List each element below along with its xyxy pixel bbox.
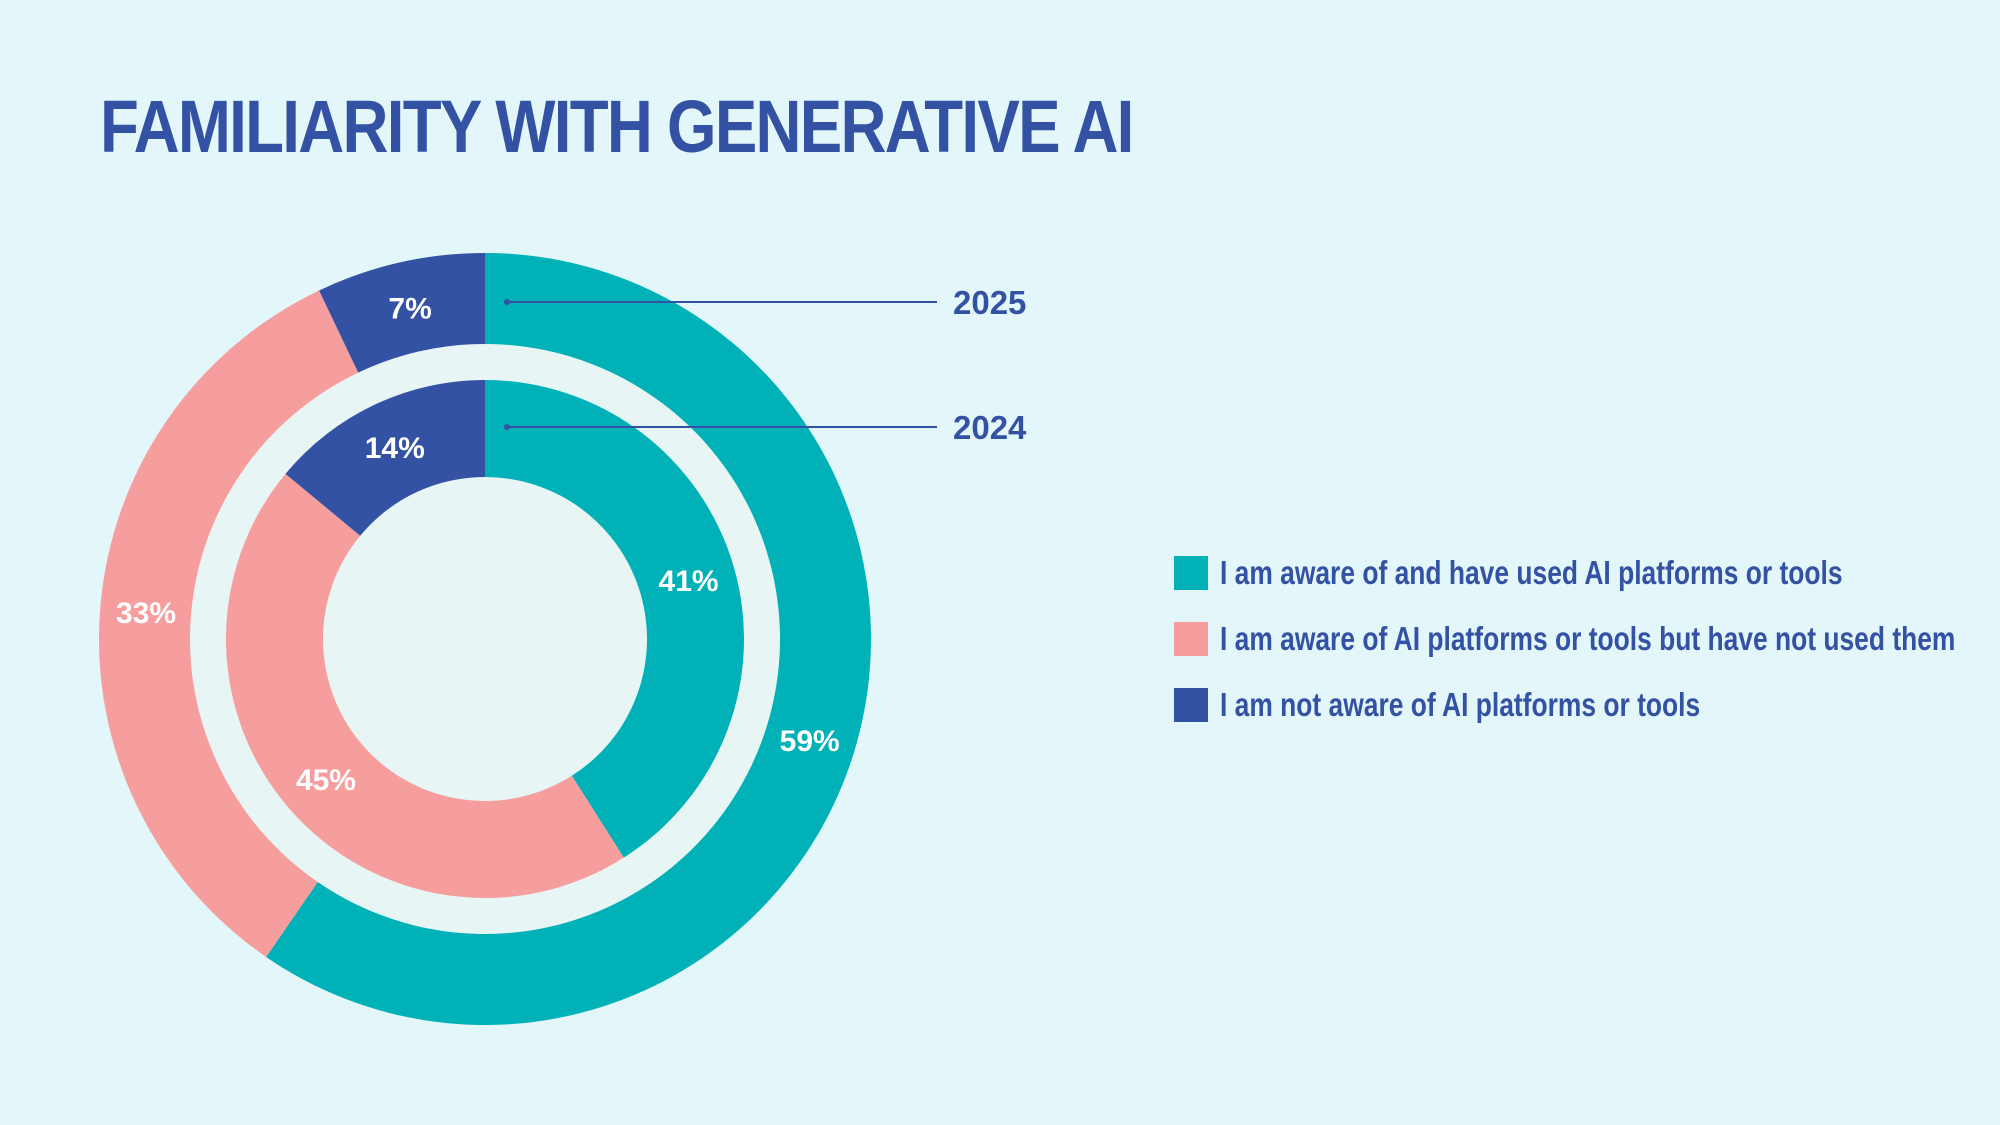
series-label-2024: 2024 <box>953 409 1027 446</box>
slice-2025-aware-not-used <box>98 290 359 957</box>
legend-swatch-aware-not-used <box>1174 622 1208 656</box>
legend: I am aware of and have used AI platforms… <box>1174 554 2000 752</box>
slice-2024-aware-not-used <box>226 473 624 898</box>
legend-item-used: I am aware of and have used AI platforms… <box>1174 554 2000 592</box>
data-label-2024-used: 41% <box>659 565 719 598</box>
legend-swatch-used <box>1174 556 1208 590</box>
series-label-2025: 2025 <box>953 284 1026 321</box>
slice-2025-used <box>266 253 872 1025</box>
data-label-2025-aware-not-used: 33% <box>116 597 176 630</box>
data-label-2024-not-aware: 14% <box>365 432 425 465</box>
slice-2024-used <box>485 380 744 858</box>
legend-swatch-not-aware <box>1174 688 1208 722</box>
donut-background <box>99 253 871 1025</box>
slice-2025-not-aware <box>319 253 485 373</box>
legend-item-aware-not-used: I am aware of AI platforms or tools but … <box>1174 620 2000 658</box>
data-label-2024-aware-not-used: 45% <box>296 764 356 797</box>
legend-label-not-aware: I am not aware of AI platforms or tools <box>1220 686 1701 723</box>
data-label-2025-used: 59% <box>780 725 840 758</box>
legend-label-used: I am aware of and have used AI platforms… <box>1220 554 1843 591</box>
legend-item-not-aware: I am not aware of AI platforms or tools <box>1174 686 2000 724</box>
data-label-2025-not-aware: 7% <box>388 292 431 325</box>
legend-label-aware-not-used: I am aware of AI platforms or tools but … <box>1220 620 1956 657</box>
chart-title: FAMILIARITY WITH GENERATIVE AI <box>100 85 1134 168</box>
slice-2024-not-aware <box>285 380 485 536</box>
donut-chart: 59% 33% 7% 2025 41% 45% 14% 2024 <box>98 253 1027 1025</box>
